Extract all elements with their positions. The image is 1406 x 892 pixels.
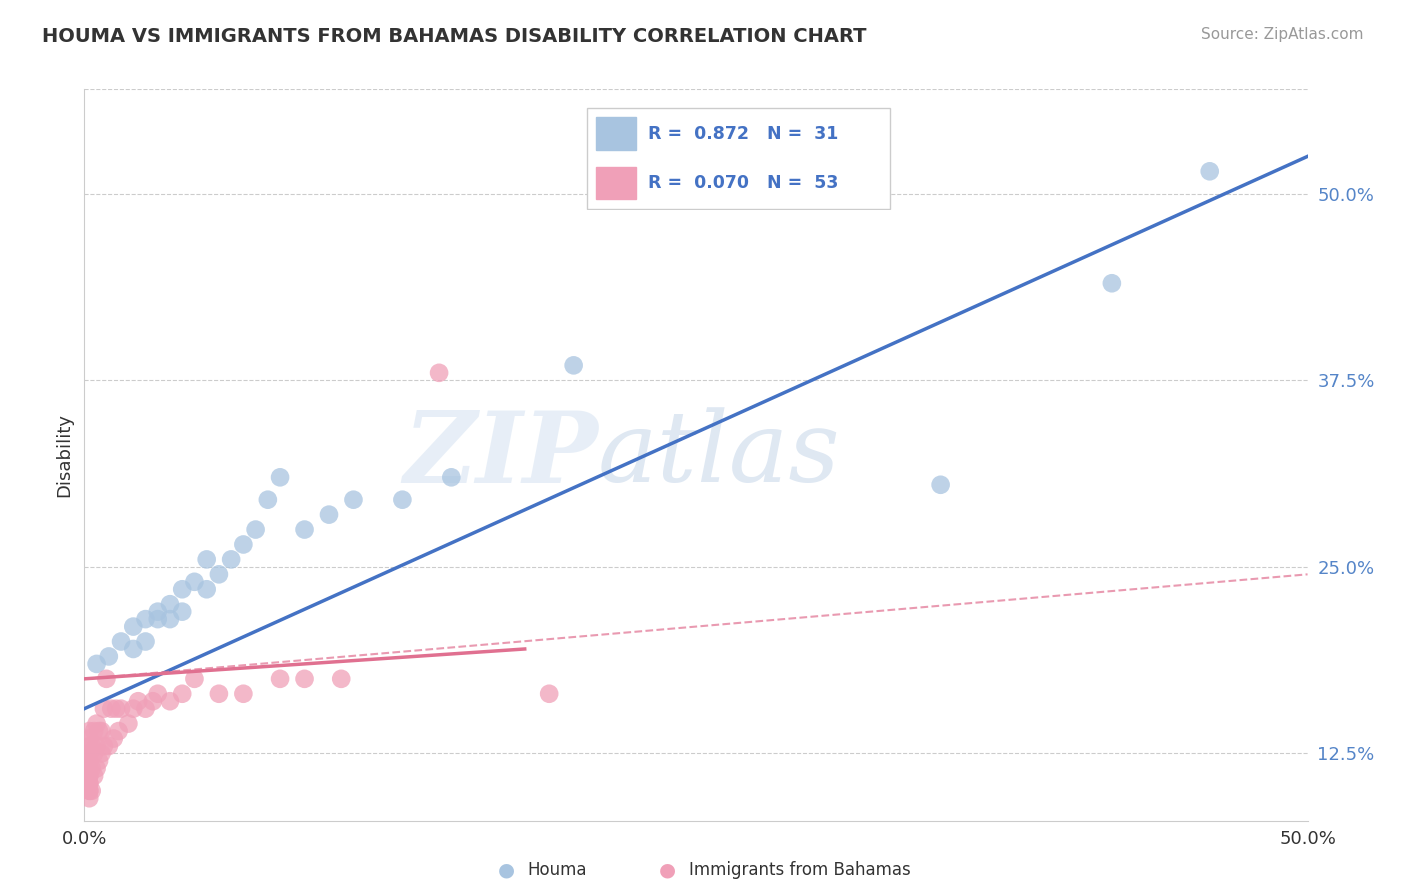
Point — [146, 687, 169, 701]
Point — [80, 784, 103, 798]
Point — [269, 672, 291, 686]
Point — [122, 619, 145, 633]
Point — [97, 649, 120, 664]
Point — [77, 724, 100, 739]
Text: Source: ZipAtlas.com: Source: ZipAtlas.com — [1201, 27, 1364, 42]
Point — [391, 492, 413, 507]
Point — [146, 612, 169, 626]
Point — [318, 508, 340, 522]
Point — [159, 612, 181, 626]
Point — [77, 769, 100, 783]
Point — [257, 492, 280, 507]
Point — [87, 724, 110, 739]
Point — [159, 597, 181, 611]
FancyBboxPatch shape — [596, 118, 636, 150]
Point — [183, 672, 205, 686]
Point — [232, 537, 254, 551]
Point — [183, 574, 205, 589]
Point — [90, 724, 112, 739]
Point — [77, 747, 100, 761]
Point — [93, 739, 115, 753]
Text: ZIP: ZIP — [404, 407, 598, 503]
Point — [110, 634, 132, 648]
Point — [440, 470, 463, 484]
Point — [172, 687, 194, 701]
Point — [83, 769, 105, 783]
Point — [83, 724, 105, 739]
Point — [86, 716, 108, 731]
Point — [77, 761, 100, 775]
Point — [77, 784, 100, 798]
Point — [195, 552, 218, 566]
Point — [86, 657, 108, 671]
Text: R =  0.872   N =  31: R = 0.872 N = 31 — [648, 125, 839, 143]
Point — [77, 791, 100, 805]
Point — [929, 477, 952, 491]
Point — [208, 687, 231, 701]
Point — [77, 754, 100, 768]
FancyBboxPatch shape — [596, 167, 636, 199]
Point — [117, 716, 139, 731]
Point — [232, 687, 254, 701]
Point — [219, 552, 242, 566]
Point — [77, 731, 100, 746]
Text: ●: ● — [659, 860, 676, 880]
Point — [427, 366, 450, 380]
Point — [83, 747, 105, 761]
Point — [122, 642, 145, 657]
Point — [142, 694, 165, 708]
Point — [87, 754, 110, 768]
Point — [93, 701, 115, 715]
Point — [77, 776, 100, 790]
Point — [208, 567, 231, 582]
Text: Immigrants from Bahamas: Immigrants from Bahamas — [689, 861, 911, 879]
Text: ●: ● — [498, 860, 515, 880]
Point — [1101, 277, 1123, 291]
Point — [110, 701, 132, 715]
Point — [77, 784, 100, 798]
Point — [294, 672, 316, 686]
Point — [80, 739, 103, 753]
Point — [122, 701, 145, 715]
Point — [127, 694, 149, 708]
Point — [86, 739, 108, 753]
Point — [77, 776, 100, 790]
Text: HOUMA VS IMMIGRANTS FROM BAHAMAS DISABILITY CORRELATION CHART: HOUMA VS IMMIGRANTS FROM BAHAMAS DISABIL… — [42, 27, 866, 45]
Point — [77, 747, 100, 761]
Point — [135, 701, 157, 715]
Point — [97, 739, 120, 753]
Point — [342, 492, 364, 507]
Text: atlas: atlas — [598, 408, 841, 502]
Y-axis label: Disability: Disability — [55, 413, 73, 497]
Point — [86, 761, 108, 775]
Text: Houma: Houma — [527, 861, 586, 879]
Point — [77, 769, 100, 783]
Point — [135, 612, 157, 626]
Point — [269, 470, 291, 484]
Text: R =  0.070   N =  53: R = 0.070 N = 53 — [648, 174, 839, 192]
Point — [245, 523, 267, 537]
Point — [159, 694, 181, 708]
Point — [80, 761, 103, 775]
Point — [146, 605, 169, 619]
Point — [195, 582, 218, 597]
Point — [172, 582, 194, 597]
Point — [103, 731, 125, 746]
Point — [1198, 164, 1220, 178]
FancyBboxPatch shape — [586, 108, 890, 209]
Point — [135, 634, 157, 648]
Point — [77, 754, 100, 768]
Point — [294, 523, 316, 537]
Point — [100, 701, 122, 715]
Point — [330, 672, 353, 686]
Point — [90, 747, 112, 761]
Point — [107, 724, 129, 739]
Point — [538, 687, 561, 701]
Point — [77, 739, 100, 753]
Point — [562, 359, 585, 373]
Point — [172, 605, 194, 619]
Point — [105, 701, 128, 715]
Point — [96, 672, 118, 686]
